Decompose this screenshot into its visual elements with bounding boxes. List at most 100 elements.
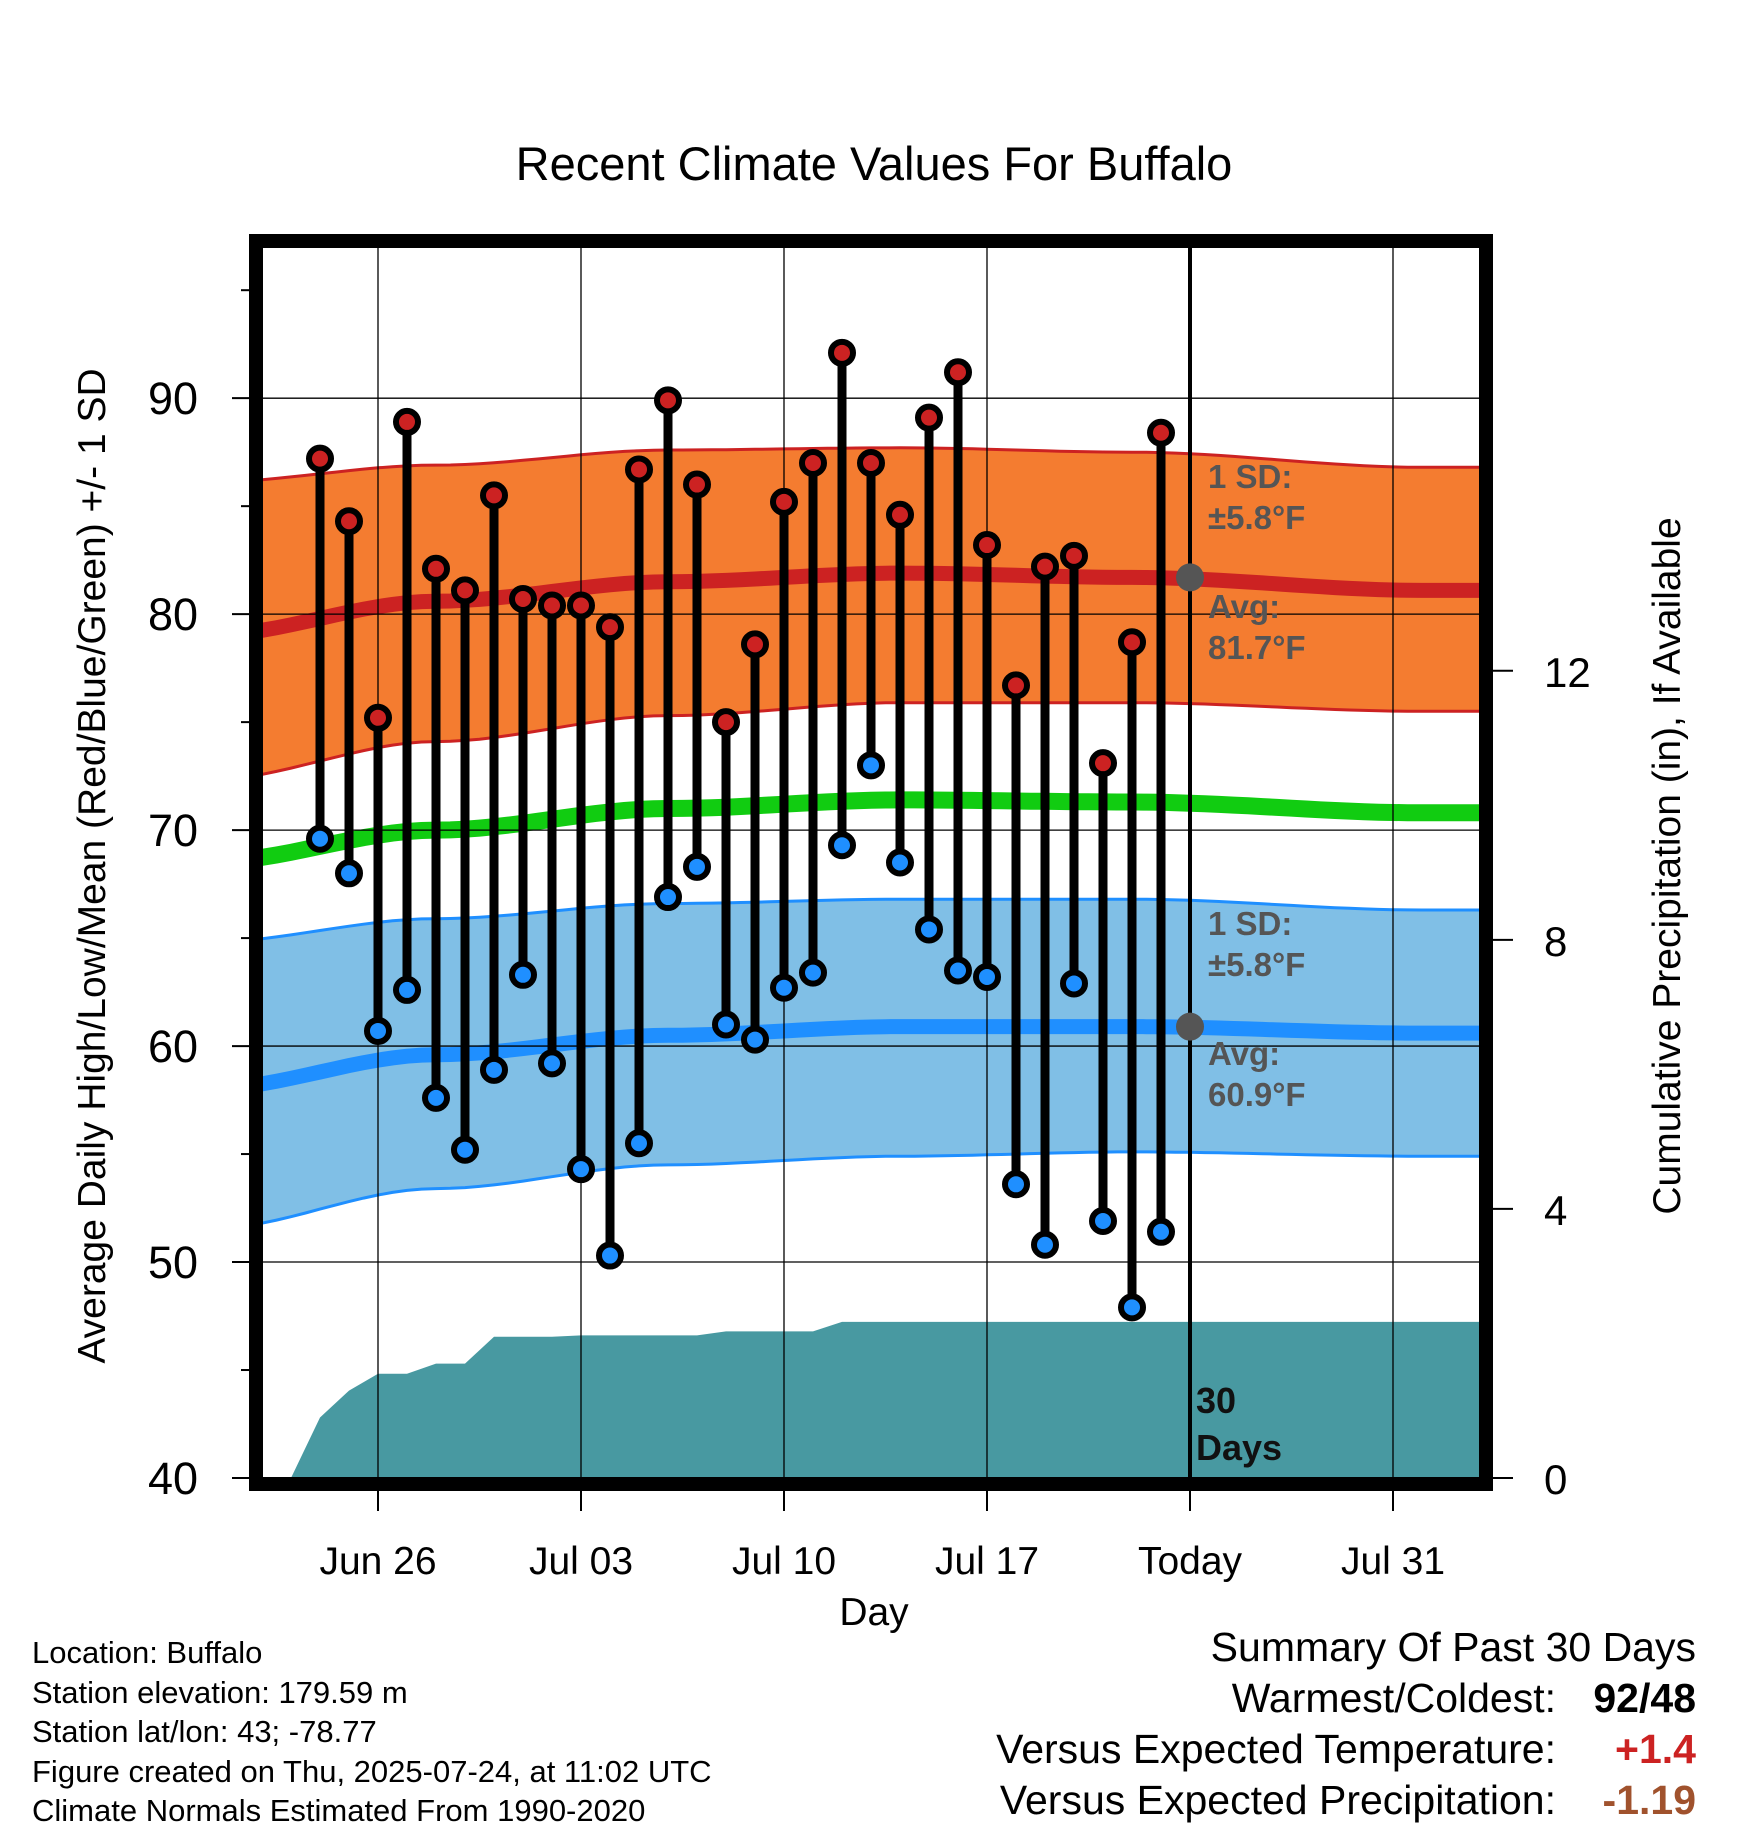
warm-cold-separator: / [1638,1675,1651,1721]
latlon-text: Station lat/lon: 43; -78.77 [32,1714,377,1749]
plot-frame [249,234,1493,1491]
low-point [857,751,885,780]
warm-cold-row: Warmest/Coldest: 92/48 [996,1673,1696,1724]
x-tick-label: Today [1138,1540,1243,1583]
low-point [1060,969,1088,998]
high-point [538,591,566,620]
low-avg-label: Avg: [1208,1035,1280,1072]
high-point [770,487,798,516]
low-point [364,1016,392,1045]
today-low-avg-marker [1176,1012,1204,1041]
low-point [886,848,914,877]
low-point [306,824,334,853]
x-tick-label: Jul 17 [935,1540,1039,1583]
high-sd-label: 1 SD: [1208,458,1292,495]
normal-low-band [262,899,1480,1224]
low-point [915,915,943,944]
high-point [741,630,769,659]
y2-tick-label: 12 [1544,649,1591,696]
low-point [451,1135,479,1164]
y-tick-label: 40 [148,1453,198,1504]
high-point [915,403,943,432]
low-point [335,859,363,888]
low-point [973,962,1001,991]
high-point [1031,552,1059,581]
normal-low-mean-line [262,1019,1480,1092]
high-point [886,500,914,529]
x-tick-label: Jun 26 [319,1540,436,1583]
high-point [393,407,421,436]
high-point [712,708,740,737]
low-point [944,956,972,985]
days-count-number: 30 [1196,1380,1236,1421]
low-point [596,1241,624,1270]
high-point [625,455,653,484]
low-point [393,975,421,1004]
temp-anomaly-row: Versus Expected Temperature: +1.4 [996,1724,1696,1775]
high-point [1147,418,1175,447]
low-point [799,958,827,987]
high-point [422,554,450,583]
high-point [451,576,479,605]
high-point [567,591,595,620]
low-sd-value: ±5.8°F [1208,946,1305,983]
y-tick-label: 80 [148,589,198,640]
high-point [1060,541,1088,570]
low-point [770,973,798,1002]
high-point [654,386,682,415]
normal-low-upper-edge [262,897,1480,941]
high-point [1002,671,1030,700]
y2-tick-label: 8 [1544,918,1567,965]
normal-mean-line [262,791,1480,866]
y-tick-label: 90 [148,373,198,424]
low-point [828,831,856,860]
days-count-word: Days [1196,1427,1282,1468]
high-point [973,531,1001,560]
summary-title: Summary Of Past 30 Days [1210,1624,1696,1670]
temp-anomaly-label: Versus Expected Temperature: [996,1726,1556,1772]
location-text: Location: Buffalo [32,1635,263,1670]
normal-high-mean-line [262,565,1480,638]
low-point [422,1083,450,1112]
y2-tick-label: 0 [1544,1456,1567,1503]
high-point [1118,628,1146,657]
y2-axis-label: Cumulative Precipitation (in), If Availa… [1646,517,1689,1214]
normal-low-lower-edge [262,1150,1480,1225]
low-point [741,1025,769,1054]
x-tick-label: Jul 10 [732,1540,836,1583]
y-axis-label: Average Daily High/Low/Mean (Red/Blue/Gr… [71,368,114,1363]
x-tick-label: Jul 31 [1341,1540,1445,1583]
low-point [625,1129,653,1158]
low-point [654,883,682,912]
coldest-value: 48 [1650,1675,1696,1721]
low-point [1118,1293,1146,1322]
low-point [1031,1230,1059,1259]
low-sd-label: 1 SD: [1208,905,1292,942]
high-sd-value: ±5.8°F [1208,499,1305,536]
high-point [799,448,827,477]
high-point [480,481,508,510]
precip-anomaly-value: -1.19 [1602,1777,1696,1823]
warmest-value: 92 [1593,1675,1639,1721]
x-tick-label: Jul 03 [529,1540,633,1583]
low-point [712,1010,740,1039]
low-point [480,1055,508,1084]
elevation-text: Station elevation: 179.59 m [32,1674,408,1710]
low-point [1147,1217,1175,1246]
precip-anomaly-row: Versus Expected Precipitation: -1.19 [996,1775,1696,1826]
precip-area [291,1321,1480,1478]
y-tick-label: 70 [148,805,198,856]
high-point [306,444,334,473]
high-point [944,358,972,387]
high-point [828,338,856,367]
normals-text: Climate Normals Estimated From 1990-2020 [32,1793,646,1828]
summary-panel: Summary Of Past 30 Days Warmest/Coldest:… [996,1622,1696,1826]
warm-cold-value: 92/48 [1586,1673,1696,1724]
y2-tick-label: 4 [1544,1187,1567,1234]
high-point [857,448,885,477]
high-avg-label: Avg: [1208,588,1280,625]
normal-high-upper-edge [262,446,1480,482]
high-point [509,585,537,614]
low-point [683,852,711,881]
